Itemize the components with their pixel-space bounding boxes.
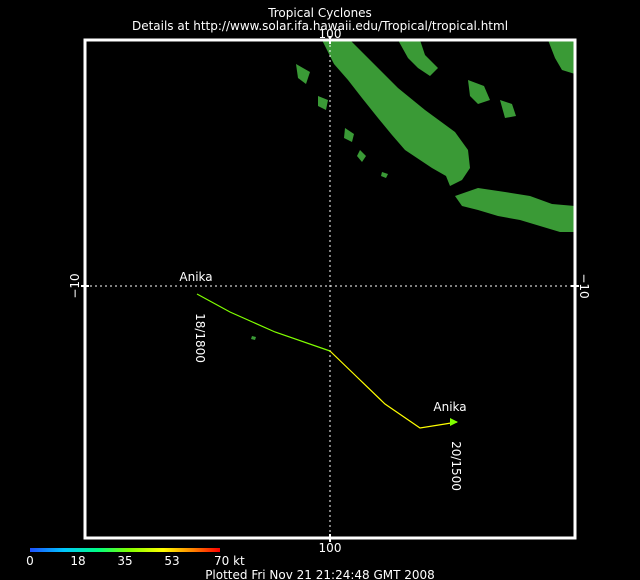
enggano-island: [381, 172, 388, 178]
storm-time-start: 18/1800: [193, 313, 207, 363]
storm-name-end: Anika: [433, 400, 466, 414]
belitung-island: [500, 100, 516, 118]
legend-tick-35: 35: [117, 554, 132, 568]
track-segment-green: [196, 293, 331, 352]
plotted-timestamp: Plotted Fri Nov 21 21:24:48 GMT 2008: [205, 568, 435, 580]
borneo-edge: [548, 40, 575, 74]
wind-speed-colorbar: [30, 548, 220, 552]
longitude-label-bottom: 100: [319, 541, 342, 555]
cocos-island: [251, 336, 256, 340]
java-island: [455, 188, 575, 232]
details-url: Details at http://www.solar.ifa.hawaii.e…: [132, 19, 508, 33]
storm-track: [196, 293, 458, 429]
latitude-label-left: −10: [68, 273, 82, 298]
longitude-label-top: 100: [319, 27, 342, 41]
mentawai-island-2: [357, 150, 366, 162]
landmass: [251, 40, 575, 340]
storm-name-start: Anika: [179, 270, 212, 284]
storm-time-end: 20/1500: [449, 441, 463, 491]
ocean: [85, 40, 575, 538]
legend-tick-0: 0: [26, 554, 34, 568]
nias-island: [318, 96, 328, 110]
malay-peninsula: [398, 40, 438, 76]
track-segment-yellow: [329, 350, 458, 429]
track-end-marker: [450, 418, 458, 426]
wind-speed-legend: 0 18 35 53 70 kt: [26, 548, 245, 568]
bangka-island: [468, 80, 490, 104]
sumatra-island: [322, 40, 470, 186]
map-title: Tropical Cyclones: [267, 6, 372, 20]
map-area: [85, 40, 575, 538]
simeulue-island: [296, 64, 310, 84]
mentawai-island: [344, 128, 354, 142]
legend-tick-53: 53: [164, 554, 179, 568]
legend-tick-70: 70 kt: [214, 554, 245, 568]
latitude-label-right: −10: [577, 273, 591, 298]
legend-tick-18: 18: [70, 554, 85, 568]
